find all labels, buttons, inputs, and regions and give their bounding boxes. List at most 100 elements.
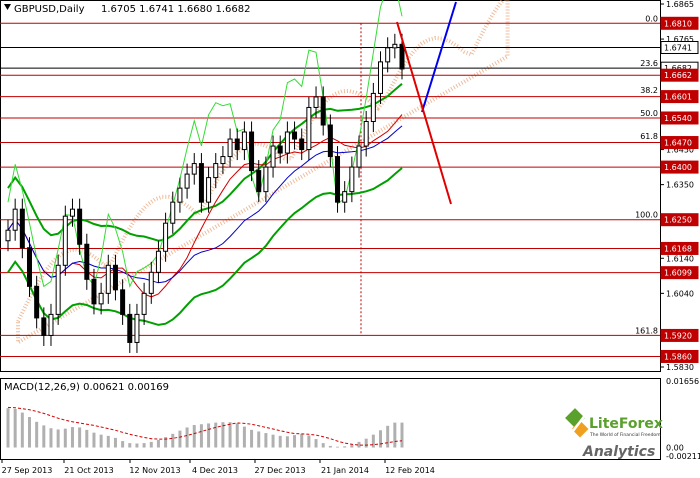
candle-body: [263, 166, 269, 193]
candle-body: [163, 222, 169, 252]
candle-body: [170, 201, 176, 224]
price-label: 1.6662: [664, 71, 692, 80]
candle-body: [349, 166, 355, 193]
projection-lines: [396, 1, 457, 205]
moving-average-slow: [7, 125, 403, 284]
price-label-box: [660, 213, 699, 227]
fib-label: 100.0: [635, 211, 658, 220]
candle-body: [155, 250, 161, 273]
candle-body: [378, 61, 384, 94]
candle-body: [62, 215, 68, 266]
support-resistance-levels: [0, 22, 660, 357]
macd-axis: 0.01656 0.00-0.00211: [666, 377, 700, 461]
candle-body: [77, 208, 83, 245]
y-tick-label: 1.6140: [666, 254, 694, 263]
candle-body: [12, 208, 18, 231]
candle-body: [84, 243, 90, 280]
candle-body: [120, 289, 126, 315]
fib-label: 23.6: [640, 59, 658, 68]
red-projection-line: [396, 21, 452, 205]
fib-label: 0.0: [645, 14, 658, 23]
logo-tagline: The World of Financial Freedom: [589, 432, 661, 438]
x-tick-label: 21 Jan 2014: [321, 466, 369, 475]
candle-body: [241, 131, 247, 151]
candle-body: [184, 173, 190, 189]
candle-body: [256, 170, 262, 193]
candle-body: [69, 208, 75, 217]
candle-body: [356, 145, 362, 168]
candle-body: [320, 96, 326, 126]
candle-body: [327, 124, 333, 158]
price-label: 1.6741: [664, 43, 692, 52]
candle-body: [370, 92, 376, 122]
macd-signal: [7, 406, 403, 446]
price-label-box: [660, 68, 699, 82]
price-label: 1.5860: [664, 352, 692, 361]
fibonacci-labels: 0.0 23.6 38.2 50.0 61.8 100.0 161.8: [635, 14, 658, 335]
candle-body: [148, 271, 154, 294]
candle-body: [292, 131, 298, 140]
macd-title: MACD(12,26,9) 0.00621 0.00169: [4, 382, 169, 393]
logo-sub: Analytics: [582, 444, 655, 460]
main-pane-frame: [0, 0, 661, 372]
candle-body: [55, 264, 61, 315]
price-axis: 1.68651.67651.66551.65451.64501.63501.62…: [660, 0, 694, 372]
macd-tick-label: 0.00: [666, 444, 684, 453]
candle-body: [48, 313, 54, 336]
candle-body: [313, 96, 319, 108]
logo-brand: LiteForex: [589, 416, 663, 432]
time-axis: 27 Sep 2013 21 Oct 2013 12 Nov 2013 4 Dec 2…: [1, 459, 435, 475]
price-label: 1.6168: [664, 244, 692, 253]
price-label: 1.6400: [664, 163, 692, 172]
candlesticks: [5, 33, 405, 353]
x-tick-label: 12 Feb 2014: [385, 466, 435, 475]
price-label-box: [660, 328, 699, 342]
price-label-box: [660, 136, 699, 150]
candle-body: [213, 163, 219, 179]
y-tick-label: 1.6350: [666, 181, 694, 190]
candle-body: [277, 145, 283, 154]
x-tick-label: 4 Dec 2013: [192, 466, 238, 475]
x-tick-label: 27 Dec 2013: [254, 466, 305, 475]
candle-body: [234, 138, 240, 151]
candle-body: [26, 247, 32, 287]
price-label-box: [660, 349, 699, 363]
price-label-box: [660, 266, 699, 280]
candle-body: [198, 163, 204, 203]
candle-body: [98, 292, 104, 305]
candle-body: [141, 292, 147, 315]
candle-body: [112, 264, 118, 291]
candle-body: [306, 106, 312, 151]
liteforex-emblem-icon: [565, 408, 589, 438]
macd-histogram: [6, 406, 404, 448]
chart-title: GBPUSD,Daily: [14, 4, 85, 15]
candle-body: [206, 177, 212, 203]
y-tick-label: 1.6040: [666, 289, 694, 298]
price-label: 1.6601: [664, 93, 692, 102]
candle-body: [191, 163, 197, 175]
price-label-box: [660, 16, 699, 30]
price-label: 1.5920: [664, 331, 692, 340]
candle-body: [363, 120, 369, 147]
y-tick-label: 1.6865: [666, 0, 694, 9]
macd-tick-label: -0.00211: [666, 452, 700, 461]
price-label-box: [660, 111, 699, 125]
macd-tick-label: 0.01656: [666, 377, 699, 386]
ohlc-values: 1.6705 1.6741 1.6680 1.6682: [101, 4, 251, 15]
x-tick-label: 27 Sep 2013: [2, 466, 53, 475]
price-label: 1.6810: [664, 19, 692, 28]
candle-body: [177, 187, 183, 203]
candle-body: [249, 131, 255, 172]
price-label: 1.6250: [664, 216, 692, 225]
candle-body: [105, 264, 111, 294]
candle-body: [227, 138, 233, 158]
fib-label: 161.8: [635, 326, 658, 335]
candle-body: [220, 156, 226, 165]
price-label-box: [660, 241, 699, 255]
candle-body: [284, 131, 290, 154]
chart-header: GBPUSD,Daily 1.6705 1.6741 1.6680 1.6682: [4, 4, 251, 15]
candle-body: [270, 145, 276, 168]
price-label: 1.6682: [664, 64, 692, 73]
price-label-box: [660, 160, 699, 174]
